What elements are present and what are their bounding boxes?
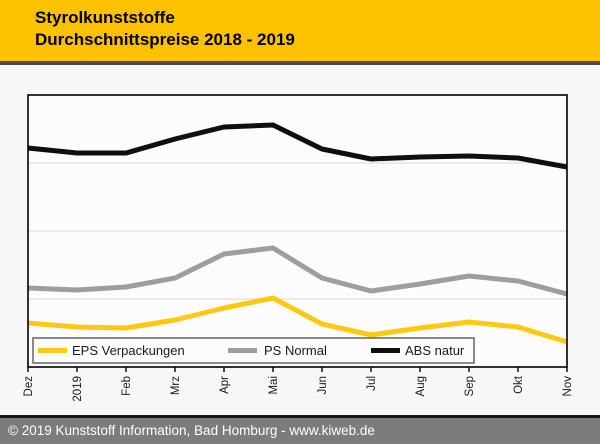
series-line-eps-verpackungen [27,295,568,345]
x-axis-label: Aug [415,376,427,396]
x-axis-label: Jun [317,376,329,395]
legend-label: EPS Verpackungen [72,343,185,358]
page-title-line-1: Styrolkunststoffe [35,8,175,27]
series-line-ps-normal [27,245,568,297]
copyright-text: © 2019 Kunststoff Information, Bad Hombu… [8,423,375,438]
x-axis-label: Dez [23,376,35,397]
x-axis-label: Okt [513,375,525,394]
x-axis-label: 2019 [72,376,84,402]
x-axis-label: Mrz [170,376,182,395]
x-axis-label: Nov [562,376,574,397]
page-title-line-2: Durchschnittspreise 2018 - 2019 [35,30,295,49]
x-axis-label: Apr [219,376,231,394]
footer-bar: © 2019 Kunststoff Information, Bad Hombu… [0,418,600,444]
footer-divider [0,415,600,418]
x-axis-label: Jul [366,376,378,391]
series-lines [27,122,568,345]
chart-legend: EPS Verpackungen PS Normal ABS natur [32,337,475,364]
x-axis-label: Feb [121,376,133,396]
legend-label: ABS natur [405,343,465,358]
header-banner: Styrolkunststoffe Durchschnittspreise 20… [0,0,600,61]
x-axis-label: Sep [464,376,476,396]
legend-label: PS Normal [264,343,327,358]
header-divider [0,61,600,65]
x-axis-labels: Dez 2019 Feb Mrz Apr Mai Jun Jul Aug Sep Okt Nov [23,375,574,401]
x-axis-ticks [27,367,568,372]
grid-lines [28,162,567,300]
x-axis-label: Mai [268,376,280,395]
price-chart-svg: Dez 2019 Feb Mrz Apr Mai Jun Jul Aug Sep Okt Nov EP… [23,94,574,402]
series-line-abs-natur [27,122,568,170]
chart-area: Dez 2019 Feb Mrz Apr Mai Jun Jul Aug Sep Okt Nov EP… [0,65,600,415]
plot-border [27,94,568,368]
